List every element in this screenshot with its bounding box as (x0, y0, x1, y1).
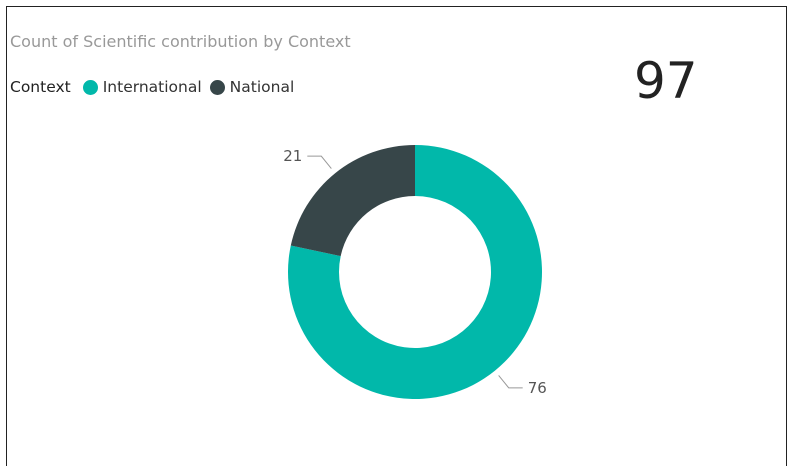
donut-slice-international[interactable] (287, 145, 542, 399)
card-total-value: 97 (634, 52, 698, 110)
legend-dot-international-icon (82, 79, 98, 95)
donut-slice-national[interactable] (290, 145, 415, 257)
legend-label-international: International (102, 78, 202, 96)
data-label-international: 76 (528, 379, 547, 397)
legend-item-national[interactable]: National (209, 78, 295, 96)
legend-dot-national-icon (209, 79, 225, 95)
chart-title: Count of Scientific contribution by Cont… (10, 32, 351, 51)
data-label-national: 21 (283, 147, 302, 165)
legend-item-international[interactable]: International (82, 78, 202, 96)
leader-line-national (307, 155, 332, 169)
legend-label-national: National (229, 78, 295, 96)
legend-title: Context (10, 78, 71, 96)
leader-line-international (498, 375, 523, 389)
chart-legend[interactable]: Context International National (10, 78, 302, 96)
